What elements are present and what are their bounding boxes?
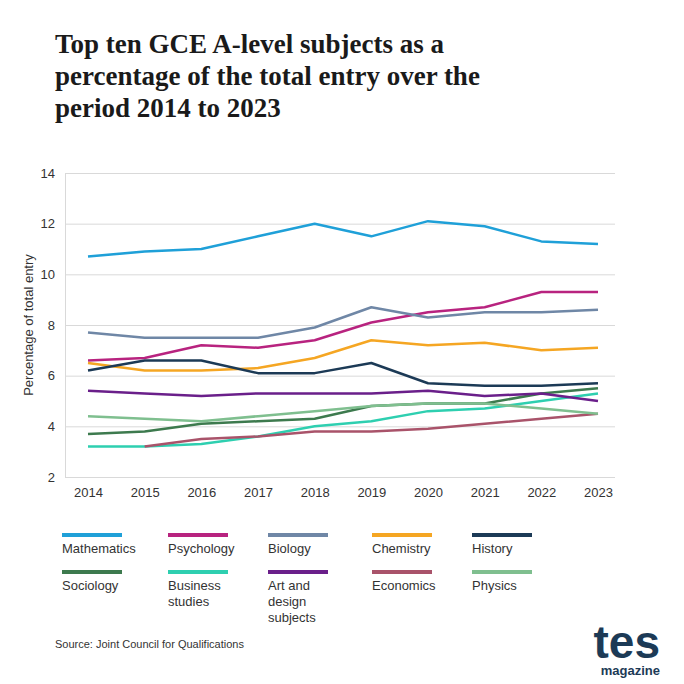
grid-line	[65, 477, 615, 478]
legend-swatch	[168, 570, 228, 574]
legend-label: Businessstudies	[168, 578, 221, 609]
legend-label: Chemistry	[372, 541, 431, 556]
grid-line	[65, 376, 615, 377]
legend-label: Biology	[268, 541, 311, 556]
x-tick-label: 2014	[74, 485, 103, 500]
x-tick-label: 2016	[187, 485, 216, 500]
x-tick: 2016	[187, 477, 216, 500]
x-tick-label: 2017	[244, 485, 273, 500]
legend-swatch	[62, 533, 122, 537]
x-tick-label: 2018	[301, 485, 330, 500]
legend-label: Psychology	[168, 541, 235, 556]
y-tick-label: 2	[48, 470, 55, 485]
x-tick: 2015	[131, 477, 160, 500]
y-tick-label: 12	[41, 216, 55, 231]
series-line	[88, 340, 598, 370]
grid-line	[65, 224, 615, 225]
legend-swatch	[472, 533, 532, 537]
series-line	[88, 391, 598, 401]
x-tick: 2019	[357, 477, 386, 500]
logo: tes	[594, 616, 660, 668]
legend-swatch	[372, 533, 432, 537]
plot-area	[88, 221, 598, 446]
x-tick: 2020	[414, 477, 443, 500]
x-tick: 2022	[527, 477, 556, 500]
y-tick: 2	[48, 470, 615, 485]
grid-line	[65, 325, 615, 326]
series-line	[88, 221, 598, 256]
y-tick-label: 10	[41, 267, 55, 282]
series-line	[88, 307, 598, 337]
x-tick-label: 2020	[414, 485, 443, 500]
x-tick: 2023	[584, 477, 613, 500]
y-axis-title: Percentage of total entry	[21, 254, 36, 396]
series-line	[88, 388, 598, 434]
grid-line	[65, 426, 615, 427]
series-line	[88, 404, 598, 422]
y-tick-label: 14	[41, 166, 55, 181]
x-tick: 2017	[244, 477, 273, 500]
legend-swatch	[168, 533, 228, 537]
x-axis-line	[89, 477, 599, 478]
series-line	[88, 393, 598, 446]
y-tick-label: 8	[48, 318, 55, 333]
x-tick-label: 2015	[131, 485, 160, 500]
title: Top ten GCE A-level subjects as apercent…	[55, 29, 480, 123]
x-tick: 2018	[301, 477, 330, 500]
background	[0, 0, 684, 684]
legend-swatch	[268, 533, 328, 537]
legend-swatch	[472, 570, 532, 574]
y-tick: 12	[41, 216, 615, 231]
source: Source: Joint Council for Qualifications	[55, 638, 244, 650]
legend-label: Sociology	[62, 578, 119, 593]
legend-swatch	[372, 570, 432, 574]
legend-label: Art anddesignsubjects	[268, 578, 316, 625]
x-tick-label: 2021	[471, 485, 500, 500]
legend-swatch	[268, 570, 328, 574]
x-tick-label: 2019	[357, 485, 386, 500]
x-tick: 2021	[471, 477, 500, 500]
y-tick-label: 6	[48, 368, 55, 383]
x-tick: 2014	[74, 477, 103, 500]
x-tick-label: 2022	[527, 485, 556, 500]
y-axis-line	[66, 174, 616, 478]
legend: Mathematics Psychology Biology Chemistry His…	[62, 535, 532, 625]
chart: Top ten GCE A-level subjects as apercent…	[0, 0, 684, 684]
y-tick: 14	[41, 166, 615, 181]
y-tick: 10	[41, 267, 615, 282]
legend-label: Physics	[472, 578, 517, 593]
legend-label: Economics	[372, 578, 436, 593]
legend-label: Mathematics	[62, 541, 136, 556]
grid-line	[65, 173, 615, 174]
logo-tagline: magazine	[601, 663, 660, 678]
y-tick-label: 4	[48, 419, 55, 434]
y-axis: 2 4 6 8 10 12 14	[41, 166, 615, 485]
legend-swatch	[62, 570, 122, 574]
x-tick-label: 2023	[584, 485, 613, 500]
y-tick: 8	[48, 318, 615, 333]
x-axis: 2014 2015 2016 2017 2018 2019 2020 2021 2022 2023	[74, 477, 613, 500]
grid-line	[65, 274, 615, 275]
series-line	[145, 414, 598, 447]
series-line	[88, 360, 598, 385]
legend-label: History	[472, 541, 513, 556]
